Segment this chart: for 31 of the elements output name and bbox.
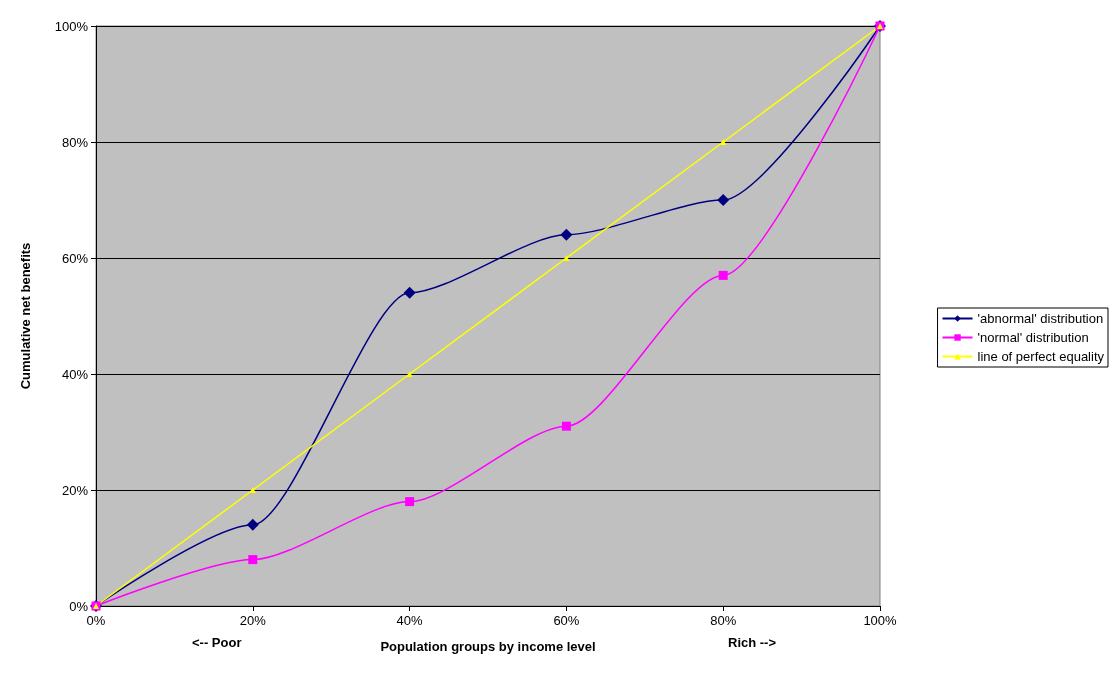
legend-label: 'normal' distribution — [977, 330, 1089, 345]
x-axis-title: Population groups by income level — [380, 639, 596, 654]
point — [248, 555, 258, 565]
point — [560, 228, 573, 241]
x-tick-label: 40% — [396, 613, 424, 628]
y-tick-label: 80% — [61, 134, 89, 150]
x-tick-label: 0% — [86, 613, 106, 628]
x-tick-label: 60% — [553, 613, 580, 628]
x-tick-label: 100% — [863, 613, 898, 628]
y-axis-title: Cumulative net benefits — [18, 242, 33, 390]
legend-label: 'abnormal' distribution — [977, 311, 1104, 326]
point — [717, 194, 730, 206]
text: <-- Poor — [192, 635, 242, 650]
point — [720, 139, 727, 145]
point — [406, 371, 413, 377]
point — [405, 497, 415, 507]
y-tick-label: 60% — [61, 250, 89, 266]
point — [718, 270, 728, 280]
y-tick-label: 40% — [61, 366, 89, 382]
point — [561, 421, 571, 431]
y-tick-label: 100% — [54, 18, 89, 34]
point — [403, 286, 416, 299]
legend-label: line of perfect equality — [977, 349, 1105, 364]
point — [563, 255, 570, 261]
y-tick-label: 20% — [61, 482, 89, 498]
x-tick-label: 80% — [710, 613, 737, 628]
point — [246, 518, 259, 531]
text: Rich --> — [728, 635, 777, 650]
y-tick-label: 0% — [69, 598, 89, 614]
point — [249, 487, 256, 493]
x-tick-label: 20% — [239, 613, 267, 628]
